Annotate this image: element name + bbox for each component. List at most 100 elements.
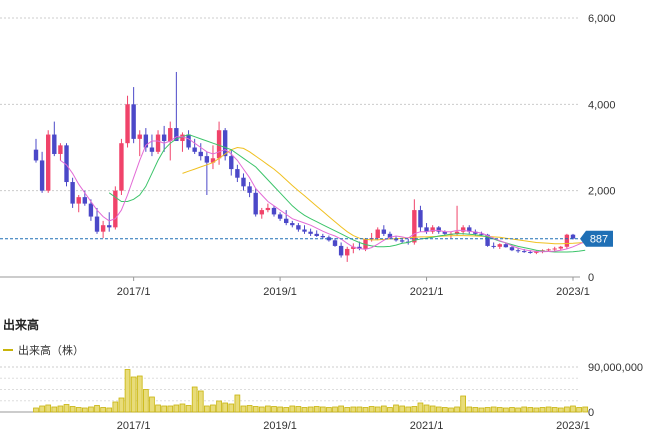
volume-bar xyxy=(240,405,247,413)
current-price-badge-bg xyxy=(580,230,613,247)
volume-bar xyxy=(136,375,143,413)
volume-bar xyxy=(100,407,106,413)
volume-bar xyxy=(289,405,296,413)
candle-body xyxy=(399,240,405,242)
volume-bar xyxy=(51,406,58,413)
candle-body xyxy=(204,156,210,163)
volume-bar xyxy=(551,407,558,413)
volume-bar xyxy=(118,397,125,413)
candle-body xyxy=(247,186,252,193)
candle-body xyxy=(198,151,203,157)
candle-body xyxy=(503,244,509,248)
volume-bar xyxy=(185,405,192,413)
candle-body xyxy=(88,203,94,217)
candle-body xyxy=(290,223,295,226)
volume-bar xyxy=(478,407,485,413)
candle-body xyxy=(70,182,75,204)
volume-bar xyxy=(63,404,70,413)
volume-bar xyxy=(39,405,45,413)
volume-axis: 90,000,000 0 2017/1 2019/1 2021/1 2023/1 xyxy=(117,362,643,432)
candle-body xyxy=(418,210,423,228)
candle-body xyxy=(479,233,484,235)
candle-body xyxy=(131,104,136,139)
candle-body xyxy=(94,216,100,232)
volume-bar xyxy=(277,406,283,413)
volume-bar xyxy=(576,407,582,413)
volume-bars xyxy=(33,369,589,413)
candle-body xyxy=(76,197,81,204)
y-tick-label: 0 xyxy=(588,272,594,284)
volume-chart: 90,000,000 0 2017/1 2019/1 2021/1 2023/1 xyxy=(0,362,643,432)
volume-tick-label: 90,000,000 xyxy=(588,362,643,374)
current-price-label: 887 xyxy=(590,234,608,246)
candle-body xyxy=(351,246,356,249)
y-tick-label: 2,000 xyxy=(588,186,616,198)
x-tick-label: 2023/1 xyxy=(556,286,590,298)
volume-bar xyxy=(417,402,424,413)
volume-bar xyxy=(429,405,436,413)
volume-bar xyxy=(234,394,241,413)
candle-body xyxy=(113,190,118,228)
candle-body xyxy=(241,177,246,187)
candle-body xyxy=(52,134,57,154)
candle-body xyxy=(296,225,301,230)
candle-body xyxy=(393,238,399,241)
candle-body xyxy=(436,227,441,232)
volume-bar xyxy=(362,407,369,413)
candle-body xyxy=(143,134,149,148)
candle-body xyxy=(320,235,326,238)
candle-body xyxy=(33,149,39,161)
volume-bar xyxy=(57,405,64,413)
ma-short-line xyxy=(60,136,586,253)
candle-body xyxy=(100,225,106,232)
volume-bar xyxy=(411,406,418,413)
y-tick-label: 4,000 xyxy=(588,99,616,111)
candle-body xyxy=(180,134,185,142)
candle-body xyxy=(302,229,307,232)
candle-body xyxy=(174,128,179,142)
volume-legend: 出来高（株） xyxy=(3,342,84,358)
candle-body xyxy=(412,210,417,243)
volume-bar xyxy=(503,407,509,413)
volume-bar xyxy=(307,406,314,413)
candle-body xyxy=(235,169,240,178)
volume-bar xyxy=(124,369,131,413)
current-price-badge: 887 xyxy=(580,230,613,247)
volume-tick-label: 0 xyxy=(588,407,594,419)
candle-body xyxy=(216,130,222,159)
volume-bar xyxy=(161,405,167,413)
volume-bar xyxy=(405,406,412,413)
candle-body xyxy=(357,246,362,249)
volume-bar xyxy=(533,407,540,413)
candle-body xyxy=(253,192,258,215)
candle-body xyxy=(82,197,88,204)
volume-bar xyxy=(216,400,222,413)
volume-bar xyxy=(69,406,76,413)
candle-body xyxy=(283,218,289,224)
y-tick-label: 6,000 xyxy=(588,13,616,25)
volume-bar xyxy=(33,407,39,413)
candle-body xyxy=(363,239,368,249)
volume-bar xyxy=(472,407,479,413)
price-axis: 6,000 4,000 2,000 0 2017/1 2019/1 2021/1 2023/1… xyxy=(0,13,616,298)
candle-body xyxy=(192,147,197,152)
volume-bar xyxy=(142,389,149,413)
volume-bar xyxy=(521,406,528,413)
volume-grid xyxy=(0,366,580,413)
x-tick-label: 2019/1 xyxy=(263,286,297,298)
volume-bar xyxy=(173,404,180,413)
candle-body xyxy=(137,134,142,139)
volume-x-tick-label: 2017/1 xyxy=(117,420,151,432)
volume-legend-swatch xyxy=(3,349,13,351)
volume-bar xyxy=(252,406,259,413)
candle-body xyxy=(497,244,502,247)
candle-body xyxy=(467,227,472,232)
volume-bar xyxy=(423,404,430,413)
price-chart: 6,000 4,000 2,000 0 2017/1 2019/1 2021/1 2023/1… xyxy=(0,13,616,298)
volume-x-tick-label: 2019/1 xyxy=(263,420,297,432)
candle-body xyxy=(332,240,338,246)
candle-body xyxy=(454,231,460,234)
candle-body xyxy=(491,245,496,247)
candle-body xyxy=(460,227,466,232)
